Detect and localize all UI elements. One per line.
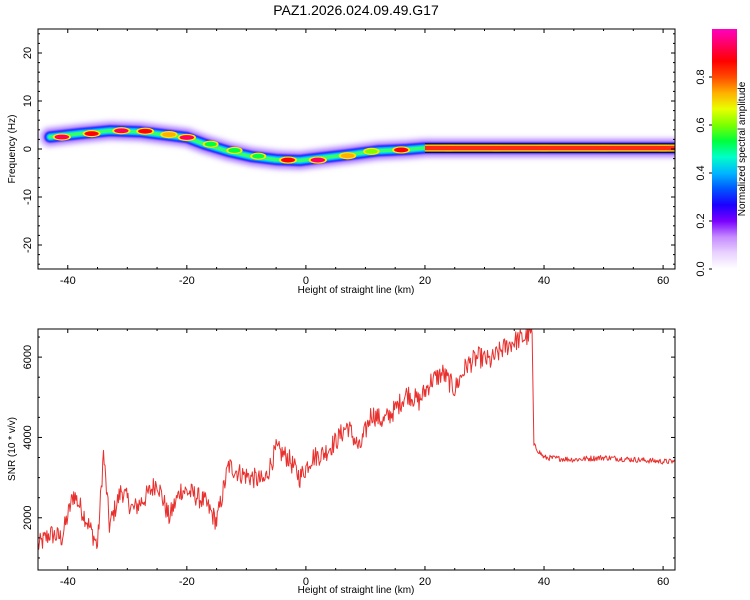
spectrogram-y-ticks: -20 -10 0 10 20 — [22, 33, 675, 265]
heatmap-blob — [280, 157, 296, 163]
heatmap-blob — [394, 147, 409, 153]
snr-y-label: SNR (10 * v/v) — [7, 417, 18, 481]
spectrogram-x-tick-label: 40 — [538, 275, 550, 287]
spectrogram-x-tick-label: 60 — [657, 275, 669, 287]
spectrogram-y-tick-label: -10 — [22, 189, 34, 205]
spectrogram-x-tick-label: -20 — [179, 275, 195, 287]
snr-x-tick-label: 60 — [657, 576, 669, 588]
colorbar-tick-label: 0.8 — [695, 69, 707, 84]
snr-y-tick-label: 2000 — [22, 506, 34, 530]
heatmap-blob — [114, 128, 129, 134]
snr-panel: -40 -20 0 20 40 60 2000 4000 6000 Height of str… — [7, 328, 676, 596]
spectrogram-x-tick-label: 20 — [419, 275, 431, 287]
heatmap-blob — [179, 135, 195, 140]
heatmap-blob — [84, 131, 99, 137]
spectrogram-y-tick-label: -20 — [22, 237, 34, 253]
colorbar-tick-label: 0.4 — [695, 165, 707, 180]
heatmap-blob — [310, 157, 326, 163]
snr-x-label: Height of straight line (km) — [298, 585, 415, 596]
snr-x-tick-label: -20 — [179, 576, 195, 588]
snr-y-tick-label: 6000 — [22, 345, 34, 369]
heatmap-blob — [162, 132, 176, 138]
heatmap-blob — [365, 149, 378, 154]
spectrogram-heatmap — [38, 119, 675, 172]
spectrogram-x-tick-label: -40 — [60, 275, 76, 287]
heatmap-blob — [54, 134, 70, 140]
heatmap-blob — [204, 141, 217, 147]
heatmap-blobs — [52, 127, 675, 164]
snr-x-ticks: -40 -20 0 20 40 60 — [37, 329, 669, 588]
colorbar-gradient — [712, 29, 737, 269]
colorbar-tick-label: 0.2 — [695, 213, 707, 228]
snr-frame — [37, 328, 676, 571]
heatmap-blob — [340, 153, 355, 159]
colorbar-tick-label: 0.6 — [695, 117, 707, 132]
snr-x-tick-label: 20 — [419, 576, 431, 588]
snr-x-tick-label: -40 — [60, 576, 76, 588]
spectrogram-panel: -40 -20 0 20 40 60 -20 -10 0 10 20 Height of stra… — [7, 28, 676, 296]
heatmap-steady-core — [424, 145, 675, 151]
spectrogram-y-label: Frequency (Hz) — [7, 115, 18, 184]
colorbar-label: Normalized spectral amplitude — [737, 81, 748, 216]
snr-plot-area — [38, 329, 675, 570]
colorbar-tick-label: 0.0 — [695, 261, 707, 276]
spectrogram-y-tick-label: 0 — [22, 146, 34, 152]
spectrogram-y-tick-label: 10 — [22, 95, 34, 107]
spectrogram-y-tick-label: 20 — [22, 47, 34, 59]
colorbar: 0.0 0.2 0.4 0.6 0.8 Normalized spectral ampl… — [695, 29, 748, 277]
snr-y-tick-label: 4000 — [22, 425, 34, 449]
figure-title: PAZ1.2026.024.09.49.G17 — [273, 2, 439, 18]
heatmap-blob — [138, 128, 153, 134]
heatmap-blob — [252, 153, 265, 159]
snr-series-line — [38, 329, 675, 550]
snr-x-tick-label: 0 — [303, 576, 309, 588]
heatmap-blob — [228, 148, 241, 153]
snr-x-tick-label: 40 — [538, 576, 550, 588]
colorbar-ticks: 0.0 0.2 0.4 0.6 0.8 — [695, 69, 712, 277]
spectrogram-x-label: Height of straight line (km) — [298, 285, 415, 296]
snr-y-ticks: 2000 4000 6000 — [22, 336, 675, 559]
spectrogram-x-ticks: -40 -20 0 20 40 60 — [37, 29, 669, 287]
spectrogram-x-tick-label: 0 — [303, 275, 309, 287]
